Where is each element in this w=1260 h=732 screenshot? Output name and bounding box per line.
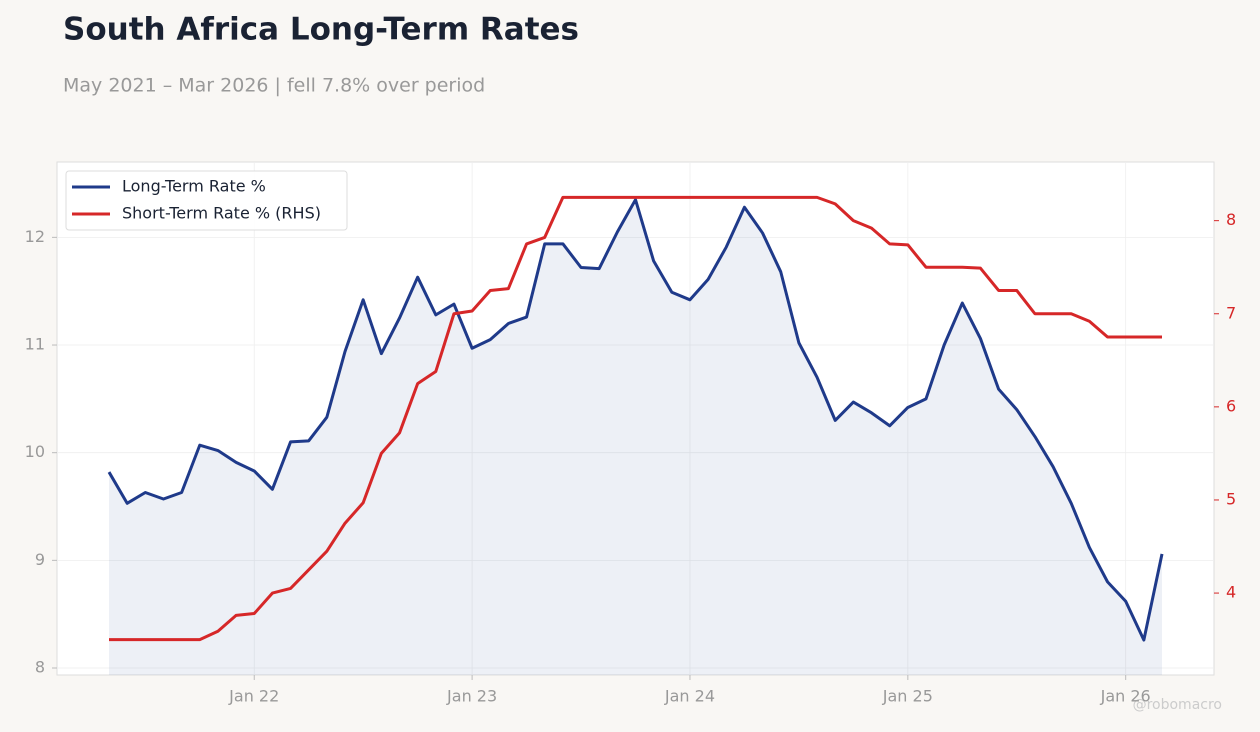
y2-tick-label: 5 [1226, 489, 1236, 508]
y-tick-label: 9 [35, 550, 45, 569]
y2-tick-label: 7 [1226, 303, 1236, 322]
line [109, 195, 1162, 642]
line [107, 198, 1164, 642]
grid [57, 162, 1214, 675]
x-tick-label: Jan 23 [446, 687, 497, 706]
area [109, 199, 1162, 675]
y2-tick-label: 4 [1226, 583, 1236, 602]
chart-subtitle: May 2021 – Mar 2026 | fell 7.8% over per… [63, 75, 485, 97]
legend-label: Long-Term Rate % [122, 177, 266, 196]
chart-title: South Africa Long-Term Rates [63, 12, 579, 48]
x-tick-label: Jan 22 [228, 687, 279, 706]
legend-box [65, 170, 348, 231]
y-tick-label: 8 [35, 658, 45, 677]
y2-tick-label: 6 [1226, 396, 1236, 415]
y-tick-label: 12 [25, 227, 45, 246]
legend-label: Short-Term Rate % (RHS) [122, 204, 321, 223]
y2-tick-label: 8 [1226, 210, 1236, 229]
y-tick-label: 10 [25, 442, 45, 461]
x-tick-label: Jan 26 [1100, 687, 1151, 706]
watermark: @robomacro [1133, 697, 1222, 713]
x-tick-label: Jan 25 [882, 687, 933, 706]
x-tick-label: Jan 24 [664, 687, 715, 706]
y-tick-label: 11 [25, 335, 45, 354]
